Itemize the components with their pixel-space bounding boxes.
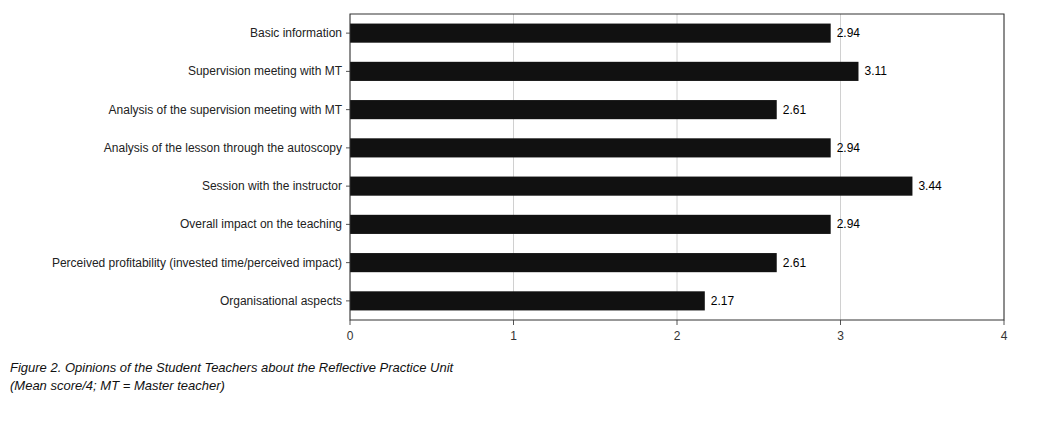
x-axis: 0 1 2 3 4 (347, 320, 1008, 343)
bar (350, 215, 831, 234)
tick-label: 2 (674, 329, 681, 343)
grid-line (677, 14, 678, 320)
category-label: Perceived profitability (invested time/p… (52, 256, 342, 270)
data-labels: 2.17 2.61 2.94 3.44 2.94 2.61 3.11 2.94 (711, 26, 942, 308)
data-label: 3.11 (864, 64, 887, 78)
category-label: Analysis of the lesson through the autos… (104, 141, 342, 155)
tick-mark (677, 320, 678, 325)
grid (350, 14, 1004, 320)
tick-mark (840, 320, 841, 325)
data-label: 2.61 (783, 103, 807, 117)
bar (350, 24, 831, 43)
data-label: 2.61 (783, 256, 807, 270)
chart: 0 1 2 3 4 2.17 2.61 2.94 3.44 2.94 2.61 3.11 2.94 Org… (0, 0, 1044, 426)
category-label: Analysis of the supervision meeting with… (109, 103, 343, 117)
bar (350, 253, 777, 272)
grid-line (513, 14, 514, 320)
caption: Figure 2. Opinions of the Student Teache… (10, 360, 455, 393)
tick-mark (346, 262, 350, 263)
tick-mark (346, 71, 350, 72)
category-label: Basic information (250, 26, 342, 40)
bar (350, 291, 705, 310)
bars (350, 24, 912, 311)
bar (350, 100, 777, 119)
tick-label: 1 (510, 329, 517, 343)
grid-line (840, 14, 841, 320)
bar (350, 62, 858, 81)
y-axis: Organisational aspects Perceived profitab… (52, 26, 350, 308)
plot-frame (350, 14, 1004, 320)
data-label: 2.94 (837, 141, 861, 155)
data-label: 2.94 (837, 217, 861, 231)
bar (350, 138, 831, 157)
tick-label: 4 (1001, 329, 1008, 343)
tick-mark (350, 320, 351, 325)
tick-mark (346, 300, 350, 301)
data-label: 2.17 (711, 294, 735, 308)
tick-mark (346, 186, 350, 187)
category-label: Session with the instructor (202, 179, 342, 193)
tick-mark (346, 109, 350, 110)
chart-container: 0 1 2 3 4 2.17 2.61 2.94 3.44 2.94 2.61 3.11 2.94 Org… (0, 0, 1044, 426)
category-label: Supervision meeting with MT (188, 64, 343, 78)
tick-mark (513, 320, 514, 325)
tick-label: 3 (837, 329, 844, 343)
bar (350, 177, 912, 196)
tick-label: 0 (347, 329, 354, 343)
category-label: Overall impact on the teaching (180, 217, 342, 231)
tick-mark (1004, 320, 1005, 325)
tick-mark (346, 224, 350, 225)
tick-mark (346, 33, 350, 34)
plot-background (350, 14, 1004, 320)
category-label: Organisational aspects (220, 294, 342, 308)
tick-mark (346, 147, 350, 148)
data-label: 3.44 (918, 179, 942, 193)
data-label: 2.94 (837, 26, 861, 40)
